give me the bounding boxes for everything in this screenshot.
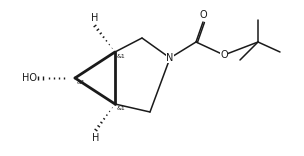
Text: &1: &1 xyxy=(77,80,86,85)
Text: O: O xyxy=(199,10,207,20)
Text: H: H xyxy=(92,133,100,143)
Text: H: H xyxy=(91,13,99,23)
Text: HO: HO xyxy=(22,73,37,83)
Text: O: O xyxy=(220,50,228,60)
Text: &1: &1 xyxy=(117,106,126,111)
Text: N: N xyxy=(166,53,174,63)
Text: &1: &1 xyxy=(117,54,126,59)
